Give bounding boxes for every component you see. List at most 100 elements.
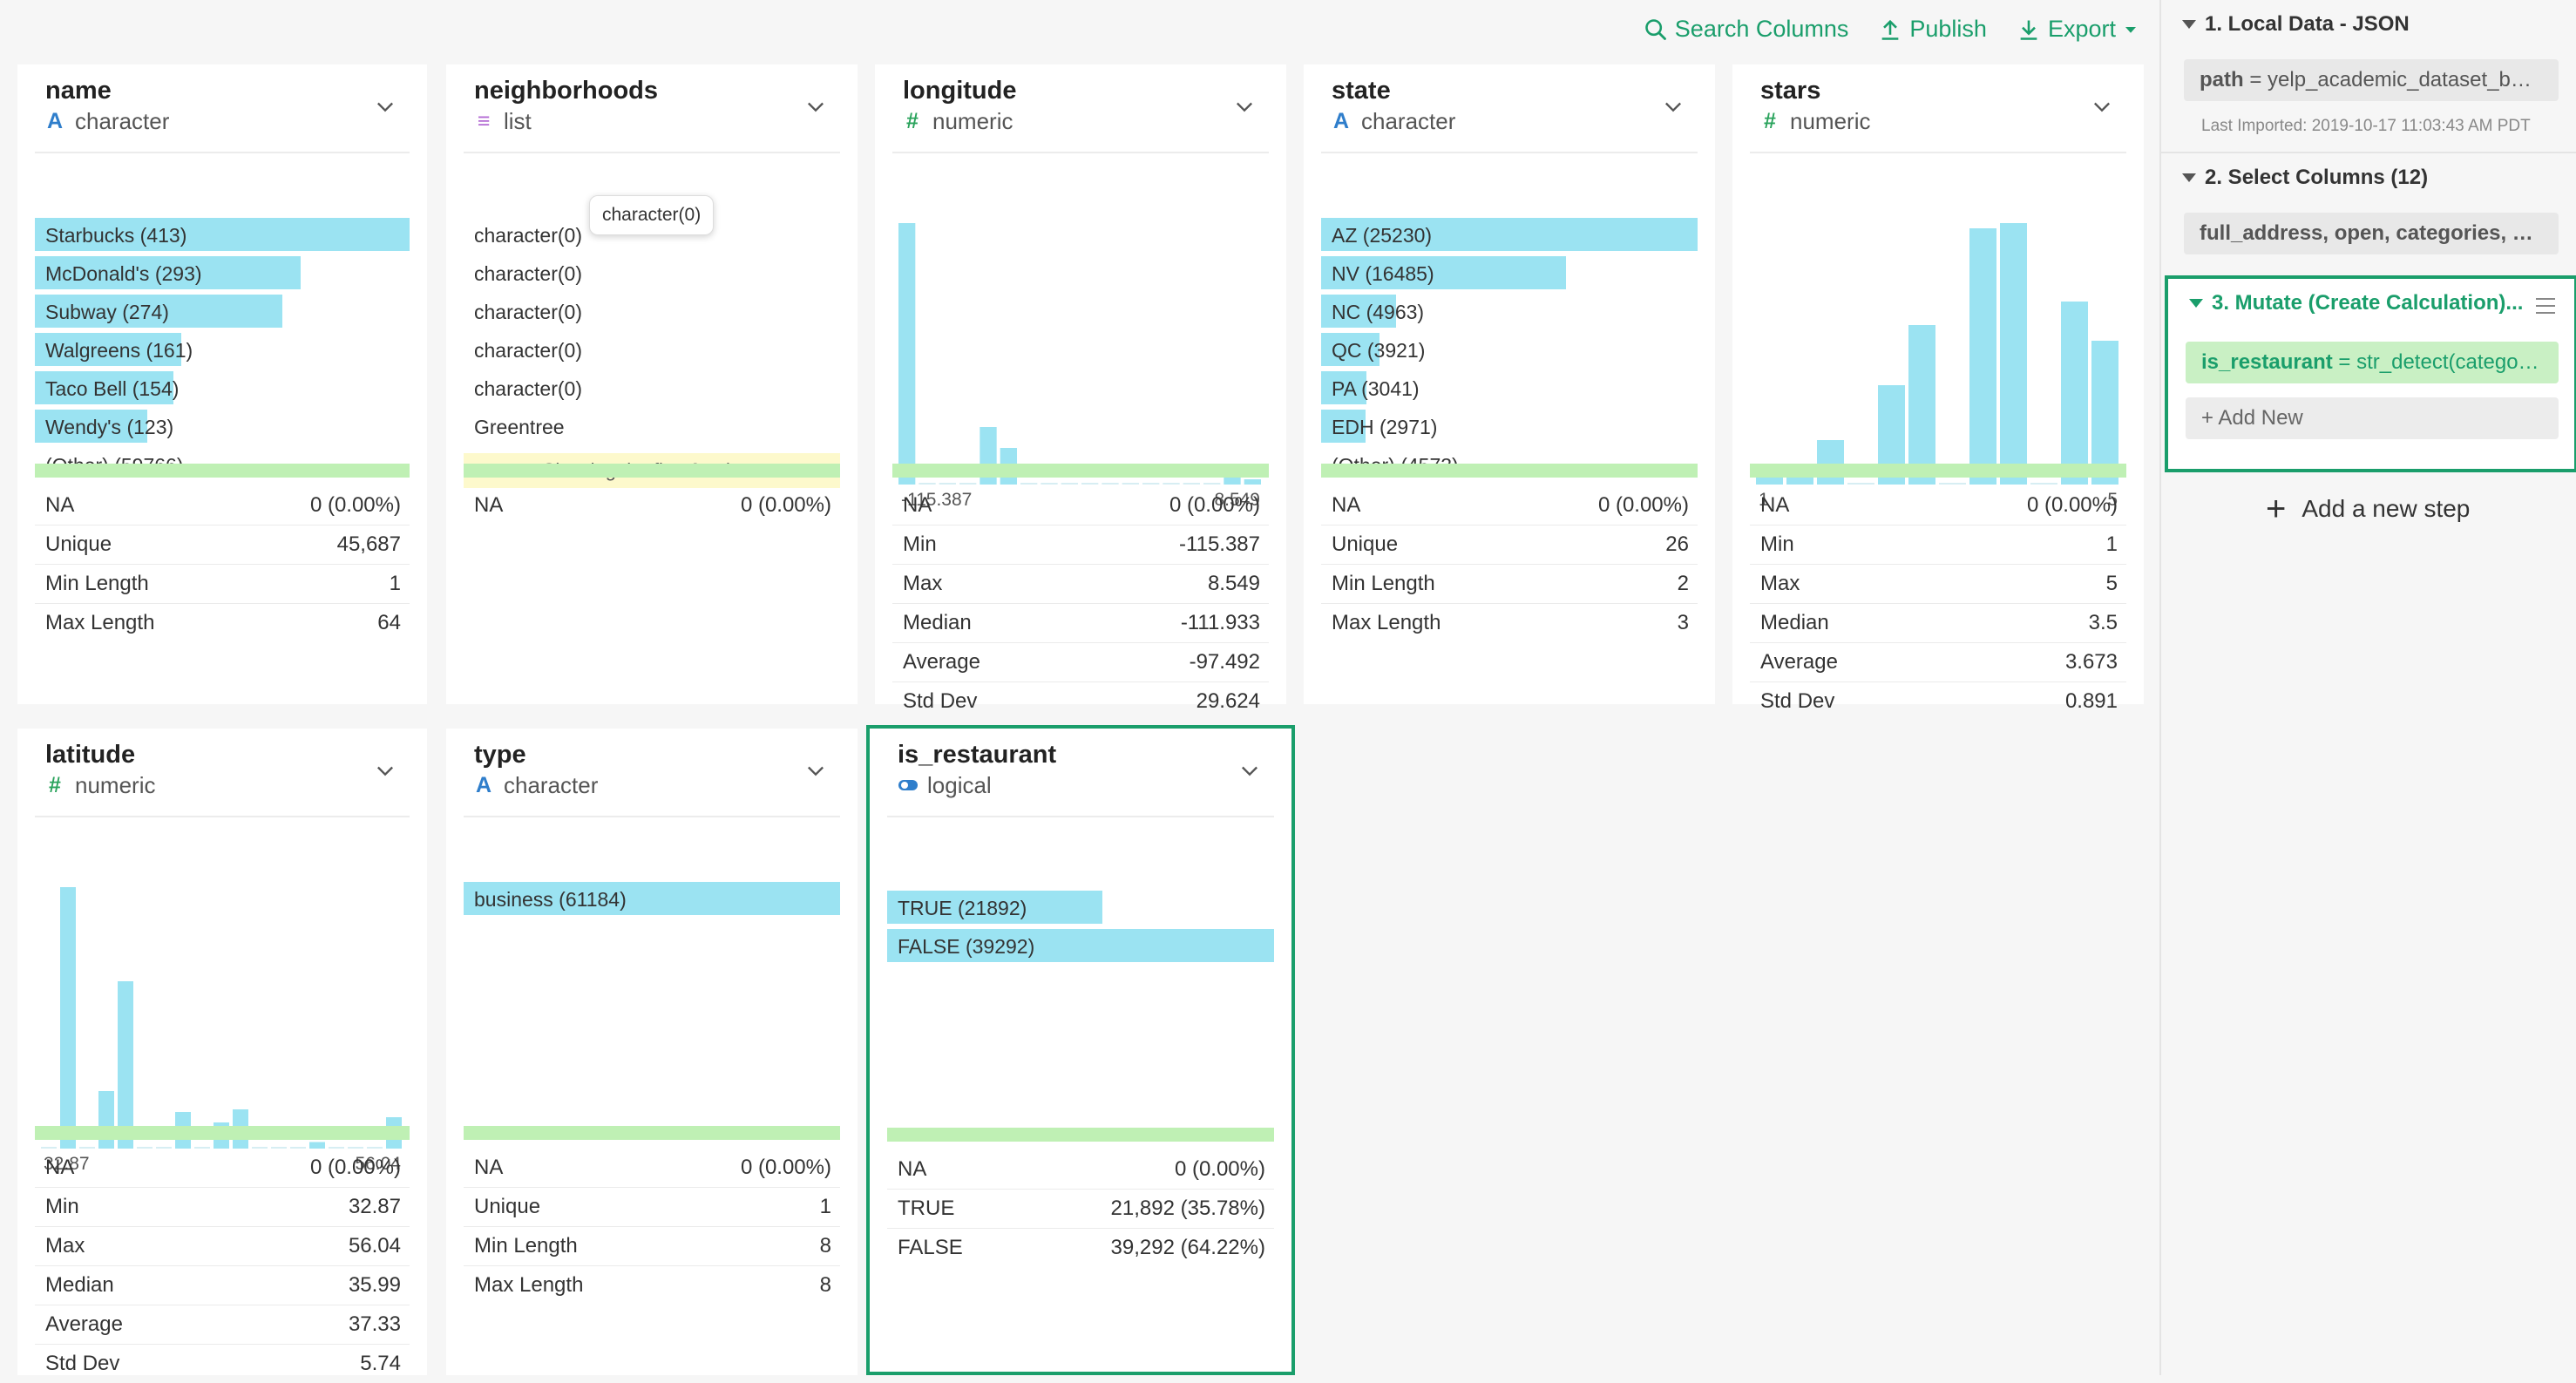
histogram-bar[interactable] bbox=[137, 1147, 153, 1149]
stat-value: 5.74 bbox=[360, 1352, 401, 1375]
histogram-bar[interactable] bbox=[1847, 483, 1874, 485]
column-card-latitude[interactable]: latitude # numeric 32.87 56.04 NA 0 (0.00%) Min… bbox=[17, 729, 427, 1375]
histogram-bar[interactable] bbox=[1817, 440, 1844, 485]
value-bar[interactable]: McDonald's (293) bbox=[35, 254, 410, 293]
histogram-bar[interactable] bbox=[156, 1147, 172, 1149]
column-card-longitude[interactable]: longitude # numeric -115.387 8.549 NA 0 (0.00%… bbox=[875, 64, 1286, 713]
histogram-bar[interactable] bbox=[194, 1147, 210, 1149]
histogram-bar[interactable] bbox=[919, 483, 936, 485]
histogram-bar[interactable] bbox=[1203, 483, 1221, 485]
histogram-bar[interactable] bbox=[348, 1147, 363, 1149]
histogram-bar[interactable] bbox=[2091, 341, 2118, 485]
chevron-down-icon[interactable] bbox=[373, 94, 397, 119]
chevron-down-icon[interactable] bbox=[1237, 758, 1262, 783]
value-bar[interactable]: Wendy's (123) bbox=[35, 408, 410, 446]
histogram-bar[interactable] bbox=[1102, 483, 1119, 485]
bar-label: McDonald's (293) bbox=[45, 262, 202, 285]
histogram-bar[interactable] bbox=[1908, 325, 1935, 485]
publish-button[interactable]: Publish bbox=[1878, 16, 1987, 43]
chevron-down-icon[interactable] bbox=[2090, 94, 2114, 119]
list-value[interactable]: character(0) bbox=[474, 377, 582, 400]
histogram-bar[interactable] bbox=[1939, 483, 1966, 485]
export-button[interactable]: Export bbox=[2017, 16, 2139, 43]
histogram-bar[interactable] bbox=[959, 483, 977, 485]
column-card-neighborhoods[interactable]: neighborhoods ≡ list character(0) character(… bbox=[446, 64, 858, 704]
step-local-data[interactable]: 1. Local Data - JSON path = yelp_academi… bbox=[2161, 0, 2576, 153]
histogram-bar[interactable] bbox=[1020, 483, 1038, 485]
chevron-down-icon[interactable] bbox=[803, 758, 828, 783]
histogram-bar[interactable] bbox=[1969, 228, 1996, 485]
list-value[interactable]: Greentree bbox=[474, 416, 565, 438]
chevron-down-icon[interactable] bbox=[803, 94, 828, 119]
chevron-down-icon[interactable] bbox=[1232, 94, 1257, 119]
value-bar[interactable]: Subway (274) bbox=[35, 293, 410, 331]
param-value: = yelp_academic_dataset_business.json bbox=[2249, 68, 2559, 92]
histogram-bar[interactable] bbox=[1244, 479, 1261, 485]
histogram-bar[interactable] bbox=[1142, 483, 1160, 485]
histogram-bar[interactable] bbox=[309, 1142, 325, 1149]
value-bar[interactable]: AZ (25230) bbox=[1321, 216, 1698, 254]
step-mutate[interactable]: 3. Mutate (Create Calculation)... is_res… bbox=[2165, 275, 2576, 472]
add-new-step-button[interactable]: + Add a new step bbox=[2266, 492, 2470, 526]
step-param[interactable]: full_address, open, categories, city, re… bbox=[2184, 213, 2559, 254]
histogram-bar[interactable] bbox=[2030, 483, 2057, 485]
step-param[interactable]: is_restaurant = str_detect(categories, "… bbox=[2186, 342, 2559, 383]
column-card-is-restaurant[interactable]: is_restaurant logical TRUE (21892) FALSE (3… bbox=[866, 725, 1295, 1375]
histogram-bar[interactable] bbox=[1183, 483, 1200, 485]
value-bar[interactable]: Starbucks (413) bbox=[35, 216, 410, 254]
histogram-bar[interactable] bbox=[79, 1147, 95, 1149]
step-header[interactable]: 2. Select Columns (12) bbox=[2182, 166, 2428, 190]
histogram-bar[interactable] bbox=[898, 223, 916, 485]
histogram-bar[interactable] bbox=[329, 1147, 344, 1149]
chevron-down-icon[interactable] bbox=[1661, 94, 1685, 119]
stat-label: NA bbox=[474, 493, 504, 517]
value-bar[interactable]: EDH (2971) bbox=[1321, 408, 1698, 446]
list-value[interactable]: character(0) bbox=[474, 339, 582, 362]
param-key: path bbox=[2200, 68, 2244, 92]
value-bar[interactable]: NV (16485) bbox=[1321, 254, 1698, 293]
value-bar[interactable]: business (61184) bbox=[464, 880, 840, 919]
value-bar[interactable]: TRUE (21892) bbox=[887, 889, 1274, 927]
histogram-bar[interactable] bbox=[1163, 483, 1180, 485]
stat-label: Min bbox=[1760, 532, 1794, 556]
value-bar[interactable]: Taco Bell (154) bbox=[35, 369, 410, 408]
histogram-bar[interactable] bbox=[1122, 483, 1139, 485]
step-header[interactable]: 3. Mutate (Create Calculation)... bbox=[2189, 291, 2523, 315]
histogram-bar[interactable] bbox=[118, 981, 133, 1149]
histogram-bar[interactable] bbox=[1081, 483, 1099, 485]
step-param[interactable]: path = yelp_academic_dataset_business.js… bbox=[2184, 59, 2559, 101]
header-divider bbox=[887, 816, 1274, 817]
histogram-bar[interactable] bbox=[2000, 223, 2027, 485]
step-header[interactable]: 1. Local Data - JSON bbox=[2182, 12, 2410, 37]
value-bar[interactable]: QC (3921) bbox=[1321, 331, 1698, 369]
add-new-button[interactable]: + Add New bbox=[2186, 397, 2559, 439]
histogram-bar[interactable] bbox=[98, 1091, 114, 1149]
histogram-chart bbox=[41, 887, 402, 1149]
histogram-bar[interactable] bbox=[1041, 483, 1058, 485]
step-select-columns[interactable]: 2. Select Columns (12) full_address, ope… bbox=[2161, 153, 2576, 274]
list-value[interactable]: character(0) bbox=[474, 301, 582, 323]
histogram-bar[interactable] bbox=[367, 1147, 383, 1149]
value-bar[interactable]: PA (3041) bbox=[1321, 369, 1698, 408]
chevron-down-icon[interactable] bbox=[373, 758, 397, 783]
histogram-bar[interactable] bbox=[2061, 302, 2088, 485]
histogram-bar[interactable] bbox=[252, 1147, 268, 1149]
histogram-bar[interactable] bbox=[41, 1147, 57, 1149]
list-value[interactable]: character(0) bbox=[474, 224, 582, 247]
menu-icon[interactable] bbox=[2536, 298, 2555, 314]
search-columns-button[interactable]: Search Columns bbox=[1644, 16, 1848, 43]
value-bar[interactable]: FALSE (39292) bbox=[887, 927, 1274, 966]
histogram-bar[interactable] bbox=[939, 483, 956, 485]
value-bar[interactable]: Walgreens (161) bbox=[35, 331, 410, 369]
column-card-stars[interactable]: stars # numeric 1 5 NA 0 (0.00%) Min 1 Max 5 Median… bbox=[1732, 64, 2144, 713]
histogram-bar[interactable] bbox=[60, 887, 76, 1149]
value-bar[interactable]: NC (4963) bbox=[1321, 293, 1698, 331]
list-value[interactable]: character(0) bbox=[474, 262, 582, 285]
histogram-bar[interactable] bbox=[1061, 483, 1078, 485]
histogram-bar[interactable] bbox=[290, 1147, 306, 1149]
histogram-bar[interactable] bbox=[271, 1147, 287, 1149]
